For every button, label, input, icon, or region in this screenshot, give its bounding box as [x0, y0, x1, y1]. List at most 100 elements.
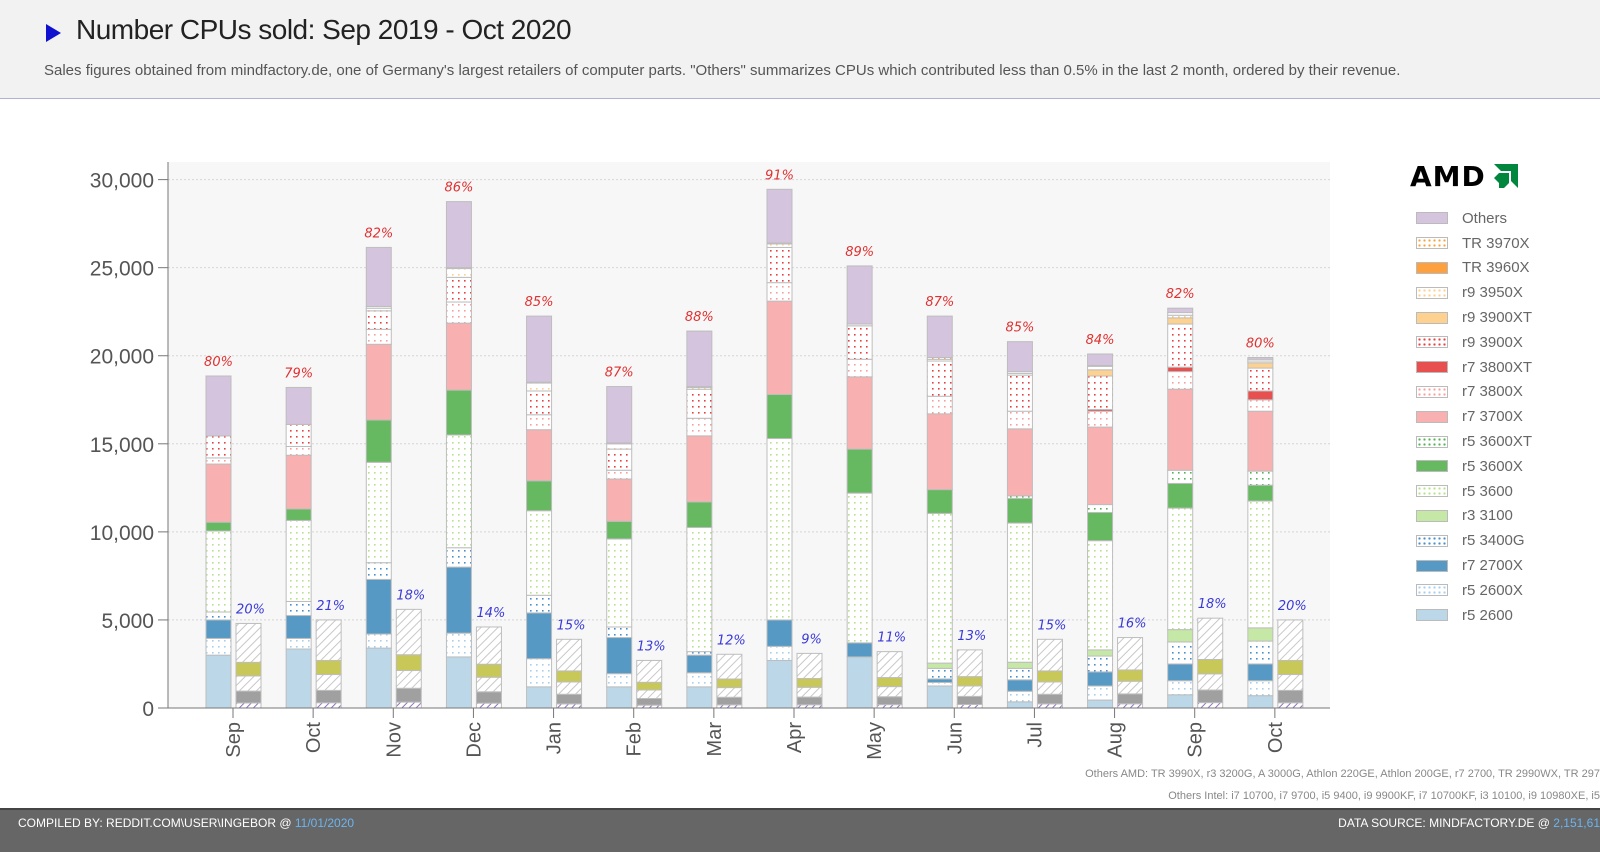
intel-bar-segment: [556, 693, 583, 705]
intel-bar-segment: [395, 670, 422, 689]
bar-segment-r7-3800x: [365, 328, 392, 345]
others-amd-note: Others AMD: TR 3990X, r3 3200G, A 3000G,…: [1085, 768, 1600, 780]
bar-segment-r7-2700x: [1006, 679, 1033, 692]
legend-swatch: [1416, 212, 1448, 225]
legend-swatch: [1416, 609, 1448, 622]
bar-segment-r5-3600x: [846, 448, 873, 494]
legend-swatch: [1416, 311, 1448, 324]
intel-bar-segment: [876, 651, 903, 679]
intel-bar-segment: [1197, 658, 1224, 675]
x-tick-label: Sep: [223, 722, 245, 758]
bar-segment-r7-3700x: [365, 343, 392, 421]
legend-item: r5 3600X: [1416, 454, 1532, 479]
bar-segment-r9-3900xt: [1087, 369, 1114, 377]
intel-bar-segment: [1117, 703, 1144, 709]
bar-segment-r9-3900x: [365, 310, 392, 330]
bar-segment-r9-3900x: [1247, 367, 1274, 392]
bar-segment-r5-3400g: [1006, 667, 1033, 681]
legend-label: r7 3700X: [1462, 408, 1523, 426]
legend-item: Others: [1416, 206, 1532, 231]
bar-segment-r9-3900x: [1167, 323, 1194, 368]
bar-segment-r5-3600: [686, 526, 713, 653]
intel-bar-segment: [395, 701, 422, 709]
bar-segment-r5-3600: [926, 512, 953, 664]
header: Number CPUs sold: Sep 2019 - Oct 2020 Sa…: [0, 0, 1600, 99]
bar-segment-r3-3100: [1006, 661, 1033, 669]
intel-bar-segment: [235, 661, 262, 677]
amd-arrow-icon: [1494, 164, 1518, 188]
intel-bar-segment: [1117, 637, 1144, 671]
legend-label: r9 3900XT: [1462, 309, 1533, 327]
legend-label: r5 3600XT: [1462, 433, 1533, 451]
bar-segment-r5-2600x: [365, 633, 392, 649]
legend-item: r5 3600XT: [1416, 429, 1532, 454]
bar-segment-r5-2600x: [205, 637, 232, 656]
bar-segment-r7-3700x: [285, 454, 312, 510]
bar-segment-r7-3700x: [445, 322, 472, 391]
legend-swatch: [1416, 485, 1448, 498]
bar-segment-r7-3700x: [1006, 428, 1033, 497]
bar-segment-r5-3600: [285, 519, 312, 602]
legend-item: r5 2600X: [1416, 578, 1532, 603]
legend-swatch: [1416, 534, 1448, 547]
legend-swatch: [1416, 237, 1448, 250]
intel-bar-segment: [395, 687, 422, 703]
bar-segment-others: [526, 315, 553, 383]
amd-share-label: 84%: [1086, 333, 1115, 348]
bar-segment-r7-3800x: [606, 469, 633, 480]
bar-segment-r7-2700x: [1087, 671, 1114, 687]
intel-bar-segment: [956, 695, 983, 706]
bar-segment-r5-3600x: [766, 393, 793, 440]
x-tick-label: Jun: [944, 722, 966, 754]
bar-segment-r9-3900x: [1087, 375, 1114, 410]
bar-segment-r5-3600: [365, 461, 392, 564]
intel-bar-segment: [315, 674, 342, 691]
intel-bar-segment: [475, 691, 502, 704]
bar-segment-r9-3900x: [1006, 374, 1033, 412]
grid-lines: [168, 179, 1330, 621]
legend-label: Others: [1462, 209, 1508, 227]
bar-segment-r5-2600x: [1247, 680, 1274, 697]
amd-share-label: 80%: [204, 355, 233, 370]
bar-segment-r9-3950x: [766, 243, 793, 248]
bar-segment-r7-3800x: [1247, 399, 1274, 412]
bar-segment-r9-3950x: [1087, 365, 1114, 371]
x-tick-label: Apr: [784, 722, 806, 753]
legend-label: r5 2600X: [1462, 581, 1523, 599]
legend-item: r7 3800X: [1416, 380, 1532, 405]
data-source: DATA SOURCE: MINDFACTORY.DE @ 2,151,61: [1338, 816, 1600, 830]
legend-item: TR 3960X: [1416, 256, 1532, 281]
page-title: Number CPUs sold: Sep 2019 - Oct 2020: [76, 14, 572, 45]
x-tick-label: Oct: [1265, 722, 1287, 754]
bar-segment-r7-3800x: [1167, 371, 1194, 390]
bar-segment-r7-3800x: [1006, 410, 1033, 430]
bar-segment-r9-3900xt: [1167, 317, 1194, 325]
bar-segment-r5-3400g: [1087, 655, 1114, 673]
legend-item: r7 3700X: [1416, 404, 1532, 429]
intel-share-label: 18%: [396, 588, 425, 603]
intel-bar-segment: [876, 704, 903, 709]
intel-bar-segment: [556, 703, 583, 709]
bar-segment-r5-2600: [766, 659, 793, 709]
legend-swatch: [1416, 261, 1448, 274]
bar-segment-r7-3800x: [205, 457, 232, 465]
bar-segment-others: [926, 315, 953, 359]
y-tick-label: 30,000: [90, 170, 154, 193]
bar-segment-r7-3800x: [926, 395, 953, 415]
intel-bar-segment: [395, 608, 422, 656]
bar-segment-r5-3600: [445, 434, 472, 549]
bar-segment-r5-3600: [606, 538, 633, 628]
bar-segment-r9-3950x: [606, 443, 633, 450]
bar-segment-r5-3600: [205, 530, 232, 613]
intel-share-label: 9%: [801, 632, 822, 647]
bar-segment-r5-2600: [606, 686, 633, 709]
bar-segment-r5-2600: [846, 656, 873, 709]
legend-swatch: [1416, 336, 1448, 349]
bar-segment-r5-2600x: [285, 637, 312, 650]
bar-segment-r5-3600: [526, 510, 553, 596]
intel-share-label: 20%: [1278, 599, 1307, 614]
intel-bar-segment: [796, 686, 823, 698]
bar-segment-r7-3800x: [846, 358, 873, 378]
bar-segment-r5-2600: [445, 656, 472, 709]
x-tick-label: Feb: [624, 722, 646, 756]
